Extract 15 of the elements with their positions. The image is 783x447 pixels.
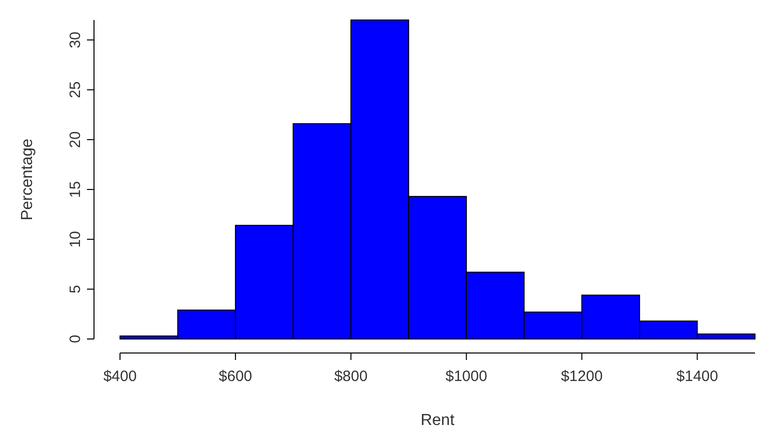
x-tick-label: $600 xyxy=(218,368,252,385)
y-tick-label: 25 xyxy=(67,81,84,98)
x-tick-label: $400 xyxy=(103,368,137,385)
x-tick-label: $1000 xyxy=(446,368,488,385)
x-axis-title: Rent xyxy=(420,412,455,429)
y-tick-label: 10 xyxy=(67,230,84,248)
x-tick-label: $1400 xyxy=(676,368,718,385)
x-tick-label: $800 xyxy=(334,368,368,385)
y-axis-title: Percentage xyxy=(19,138,36,220)
y-tick-label: 0 xyxy=(67,334,84,344)
y-tick-label: 20 xyxy=(67,131,84,148)
y-tick-label: 5 xyxy=(67,284,84,294)
y-tick-label: 15 xyxy=(67,181,84,198)
x-tick-label: $1200 xyxy=(560,368,603,385)
y-tick-label: 30 xyxy=(67,32,84,48)
